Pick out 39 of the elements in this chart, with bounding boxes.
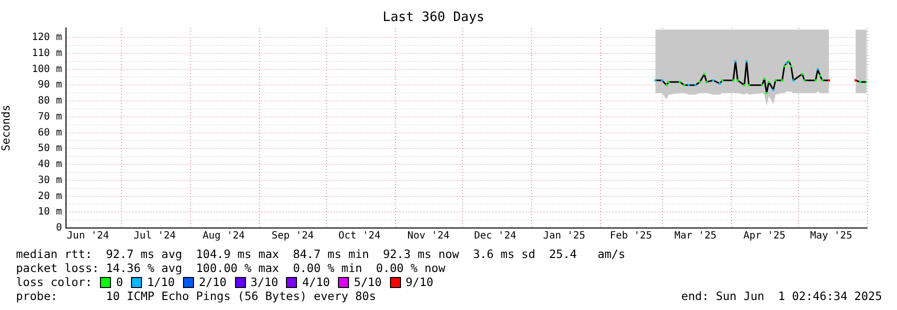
x-tick-label: Oct '24: [338, 230, 381, 242]
x-tick-label: Nov '24: [407, 230, 450, 242]
y-tick-label: 40 m: [38, 159, 62, 170]
x-tick-label: May '25: [810, 230, 852, 242]
y-tick-label: 100 m: [32, 64, 62, 75]
x-tick-label: Sep '24: [272, 230, 314, 242]
chart-title: Last 360 Days: [382, 10, 484, 26]
y-axis-title: Seconds: [0, 104, 12, 152]
y-tick-label: 10 m: [38, 206, 62, 218]
legend-label: 0: [116, 275, 124, 289]
y-tick-label: 30 m: [38, 174, 62, 186]
y-tick-label: 110 m: [32, 48, 62, 59]
legend-label: 4/10: [302, 275, 330, 289]
legend-label: 3/10: [250, 275, 278, 289]
text: median rtt: 92.7 ms avg 104.9 ms max 84.7 ms min 92.3 ms now 3.6 ms sd 25.4 am/s: [16, 247, 626, 261]
legend-label: 2/10: [198, 275, 227, 289]
text: probe: 10 ICMP Echo Pings (56 Bytes) every 80s: [16, 289, 376, 303]
legend-title: loss color:: [16, 275, 92, 289]
text: end: Sun Jun 1 02:46:34 2025: [681, 289, 882, 303]
legend-label: 9/10: [406, 275, 434, 289]
y-tick-label: 60 m: [38, 127, 62, 138]
x-tick-label: Jul '24: [134, 230, 176, 242]
y-tick-label: 70 m: [38, 111, 62, 122]
y-tick-label: 90 m: [38, 80, 62, 91]
x-tick-label: Dec '24: [474, 230, 516, 242]
x-tick-label: Feb '25: [610, 230, 652, 242]
x-tick-label: Aug '24: [202, 230, 245, 242]
y-tick-label: 20 m: [38, 190, 62, 202]
y-tick-label: 80 m: [38, 96, 62, 107]
x-tick-label: Jan '25: [543, 230, 586, 242]
legend-label: 1/10: [147, 275, 175, 289]
x-tick-label: Apr '25: [743, 230, 786, 242]
y-tick-label: 0: [56, 222, 62, 234]
y-tick-label: 50 m: [38, 143, 62, 154]
x-tick-label: Jun '24: [66, 230, 110, 242]
x-tick-label: Mar '25: [674, 230, 716, 242]
text: packet loss: 14.36 % avg 100.00 % max 0.00 % min 0.00 % now: [16, 261, 446, 275]
y-tick-label: 120 m: [32, 32, 62, 44]
legend-label: 5/10: [354, 275, 382, 289]
